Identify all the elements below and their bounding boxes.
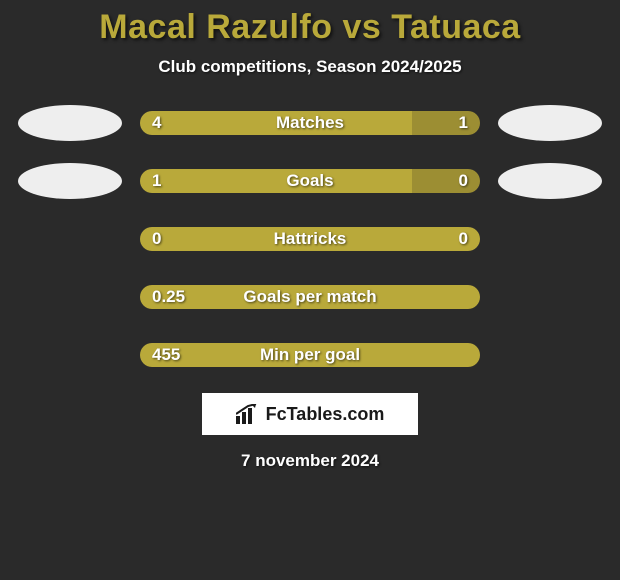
stat-row: 1 Goals 0 (0, 163, 620, 199)
stat-row: 0.25 Goals per match (0, 279, 620, 315)
date-text: 7 november 2024 (241, 451, 379, 471)
stat-value-left: 0 (152, 229, 161, 249)
comparison-infographic: Macal Razulfo vs Tatuaca Club competitio… (0, 0, 620, 580)
stat-bar: 0 Hattricks 0 (140, 227, 480, 251)
page-title: Macal Razulfo vs Tatuaca (99, 8, 520, 47)
player-badge-left (18, 105, 122, 141)
player-badge-right (498, 105, 602, 141)
stat-value-right: 1 (459, 113, 468, 133)
stat-value-left: 0.25 (152, 287, 185, 307)
bar-segment-right (412, 169, 480, 193)
player-badge-left (18, 163, 122, 199)
stat-bar: 4 Matches 1 (140, 111, 480, 135)
stat-value-left: 455 (152, 345, 180, 365)
stat-row: 0 Hattricks 0 (0, 221, 620, 257)
bar-segment-right (412, 111, 480, 135)
stat-bar: 0.25 Goals per match (140, 285, 480, 309)
brand-text: FcTables.com (266, 404, 385, 425)
stats-container: 4 Matches 1 1 Goals 0 0 Hattricks 0 0.25 Goals per… (0, 105, 620, 373)
subtitle: Club competitions, Season 2024/2025 (158, 57, 461, 77)
stat-value-left: 1 (152, 171, 161, 191)
stat-row: 455 Min per goal (0, 337, 620, 373)
stat-label: Goals (286, 171, 333, 191)
stat-row: 4 Matches 1 (0, 105, 620, 141)
stat-value-right: 0 (459, 229, 468, 249)
stat-value-right: 0 (459, 171, 468, 191)
stat-value-left: 4 (152, 113, 161, 133)
stat-bar: 1 Goals 0 (140, 169, 480, 193)
stat-label: Hattricks (274, 229, 347, 249)
stat-bar: 455 Min per goal (140, 343, 480, 367)
player-badge-right (498, 163, 602, 199)
bar-segment-left (140, 169, 412, 193)
stat-label: Goals per match (243, 287, 376, 307)
chart-icon (236, 404, 260, 424)
stat-label: Min per goal (260, 345, 360, 365)
stat-label: Matches (276, 113, 344, 133)
brand-badge: FcTables.com (202, 393, 418, 435)
